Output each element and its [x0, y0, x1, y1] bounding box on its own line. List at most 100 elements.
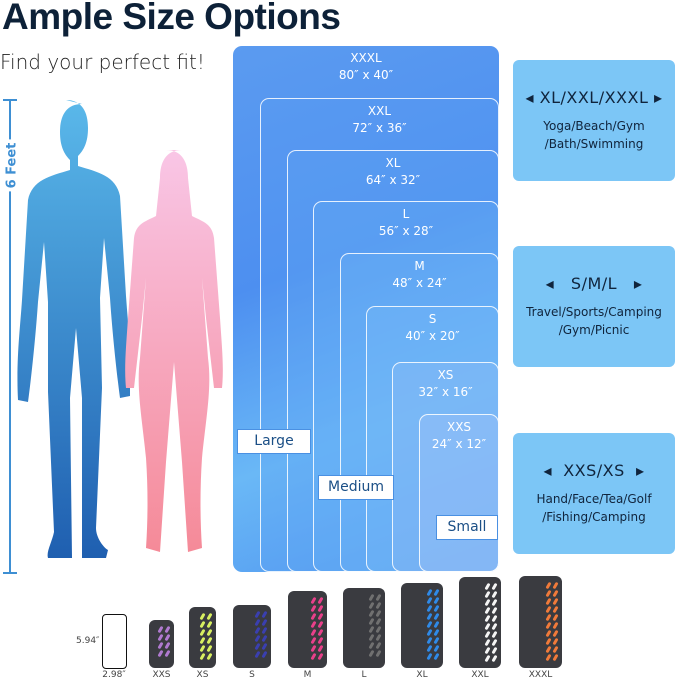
pouch-stripe: [545, 645, 552, 654]
card-description: Hand/Face/Tea/Golf /Fishing/Camping: [536, 492, 652, 524]
pouch-stripe: [206, 652, 213, 661]
card-description: Yoga/Beach/Gym /Bath/Swimming: [543, 119, 645, 151]
size-name: S: [428, 312, 437, 326]
towel-size-label: XL: [416, 670, 428, 680]
pouch-stripe: [317, 636, 324, 645]
card-heading: ◂ XXS/XS ▸: [543, 461, 645, 480]
pouch-stripe: [164, 649, 171, 658]
pouch-stripe: [164, 633, 171, 642]
towel-size-label: XS: [196, 670, 209, 680]
size-dims: 40″ x 20″: [405, 329, 460, 343]
pouch-stripe: [375, 649, 382, 658]
size-dims: 56″ x 28″: [378, 224, 434, 238]
pouch-stripe: [164, 641, 171, 650]
pouch-stripe: [426, 620, 433, 629]
size-name: XS: [437, 368, 454, 382]
pouch-stripe: [491, 614, 498, 623]
pouch-stripe: [433, 636, 440, 645]
pouch-stripe: [199, 652, 206, 661]
pouch-stripe: [317, 620, 324, 629]
pouch-stripe: [484, 630, 491, 639]
pouch-stripe: [484, 598, 491, 607]
pouch-stripe: [157, 641, 164, 650]
use-card-large: ◂ XL/XXL/XXXL ▸ Yoga/Beach/Gym /Bath/Swim…: [513, 60, 675, 181]
pouch-stripe: [433, 644, 440, 653]
pouch-stripe: [545, 613, 552, 622]
phone-width-label: 2.98″: [102, 670, 126, 680]
pouch-stripe: [317, 652, 324, 661]
pouch-stripe: [426, 596, 433, 605]
size-dims: 80″ x 40″: [338, 68, 394, 82]
towel-pouch-xxxl: [519, 576, 562, 668]
pouch-stripe: [491, 598, 498, 607]
size-name: XXS: [446, 420, 472, 434]
size-dims: 24″ x 12″: [431, 437, 487, 451]
pouch-stripe: [545, 653, 552, 662]
pouch-stripe: [317, 644, 324, 653]
size-box-xl: XL 64″ x 32″: [287, 150, 499, 572]
towel-size-label: L: [361, 670, 367, 680]
pouch-stripe: [545, 597, 552, 606]
pouch-stripe: [484, 646, 491, 655]
pouch-stripe: [368, 601, 375, 610]
pouch-stripe: [426, 588, 433, 597]
pouch-stripe: [310, 596, 317, 605]
size-dims: 64″ x 32″: [365, 173, 421, 187]
pouch-stripe: [375, 625, 382, 634]
pouch-stripe: [317, 604, 324, 613]
card-heading: ◂ XL/XXL/XXXL ▸: [525, 88, 663, 107]
pouch-stripe: [552, 621, 559, 630]
towel-pouch-xs: [189, 607, 216, 668]
pouch-stripe: [552, 645, 559, 654]
size-dims: 48″ x 24″: [392, 276, 447, 290]
group-label-small: Small: [436, 515, 498, 540]
size-box-l: L 56″ x 28″: [313, 201, 499, 572]
pouch-stripe: [375, 601, 382, 610]
pouch-stripe: [206, 644, 213, 653]
pouch-stripe: [261, 634, 268, 643]
pouch-stripe: [426, 644, 433, 653]
group-label-large: Large: [237, 429, 311, 454]
pouch-stripe: [426, 636, 433, 645]
pouch-stripe: [261, 650, 268, 659]
pouch-stripe: [164, 625, 171, 634]
towel-pouch-m: [288, 591, 327, 668]
height-ruler: [9, 100, 11, 573]
towel-size-label: M: [303, 670, 312, 680]
size-name: L: [402, 207, 410, 221]
pouch-stripe: [552, 613, 559, 622]
pouch-stripe: [484, 638, 491, 647]
pouch-stripe: [206, 628, 213, 637]
size-dims: 72″ x 36″: [352, 121, 407, 135]
pouch-stripe: [484, 606, 491, 615]
pouch-stripe: [545, 605, 552, 614]
pouch-stripe: [368, 593, 375, 602]
pouch-stripe: [157, 625, 164, 634]
pouch-stripe: [199, 620, 206, 629]
pouch-stripe: [491, 646, 498, 655]
pouch-stripe: [484, 582, 491, 591]
pouch-stripe: [426, 652, 433, 661]
pouch-stripe: [254, 618, 261, 627]
pouch-stripe: [545, 637, 552, 646]
pouch-stripe: [368, 633, 375, 642]
pouch-stripe: [310, 644, 317, 653]
pouch-stripe: [426, 612, 433, 621]
card-description: Travel/Sports/Camping /Gym/Picnic: [526, 305, 662, 337]
pouch-stripe: [368, 617, 375, 626]
pouch-stripe: [317, 612, 324, 621]
pouch-stripe: [261, 626, 268, 635]
pouch-stripe: [545, 629, 552, 638]
pouch-stripe: [254, 634, 261, 643]
size-name: XXXL: [350, 51, 382, 65]
pouch-stripe: [375, 593, 382, 602]
pouch-stripe: [254, 642, 261, 651]
towel-pouch-s: [233, 605, 271, 668]
pouch-stripe: [552, 597, 559, 606]
pouch-stripe: [433, 588, 440, 597]
towel-pouch-l: [343, 588, 385, 668]
pouch-stripe: [254, 610, 261, 619]
pouch-stripe: [375, 641, 382, 650]
pouch-stripe: [484, 614, 491, 623]
pouch-stripe: [491, 654, 498, 663]
